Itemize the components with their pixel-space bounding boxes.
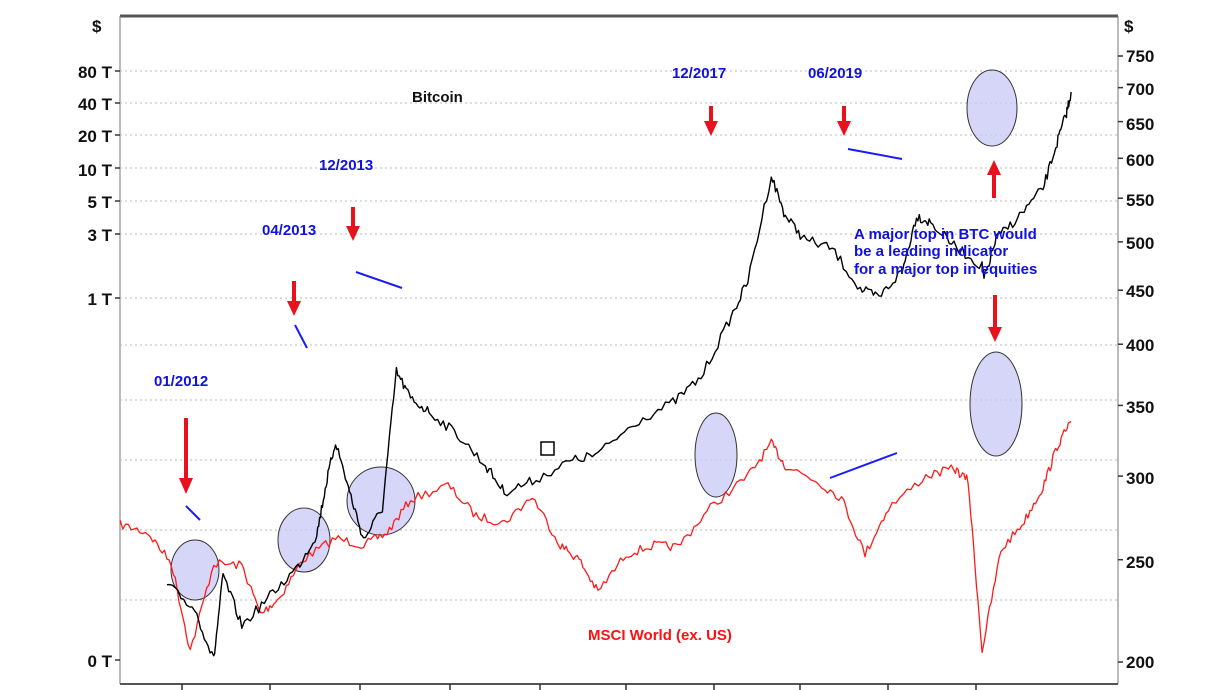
- right-tick-label: 350: [1126, 398, 1154, 417]
- trendline: [829, 452, 898, 479]
- note-line: for a major top in equities: [854, 261, 1037, 278]
- right-tick-label: 550: [1126, 191, 1154, 210]
- left-tick-label: 40 T: [78, 95, 113, 114]
- right-axis-unit-label: $: [1124, 17, 1134, 36]
- highlight-circle: [969, 351, 1023, 457]
- date-label: 04/2013: [262, 222, 316, 239]
- trendline: [294, 324, 308, 349]
- highlight-circles: [170, 69, 1023, 601]
- left-tick-label: 5 T: [87, 193, 112, 212]
- arrow-down-icon: [179, 418, 193, 494]
- left-tick-label: 0 T: [87, 652, 112, 671]
- left-tick-label: 1 T: [87, 290, 112, 309]
- right-tick-label: 700: [1126, 80, 1154, 99]
- note-line: be a leading indicator: [854, 243, 1008, 260]
- bitcoin-label: Bitcoin: [412, 89, 463, 106]
- right-tick-label: 750: [1126, 47, 1154, 66]
- right-tick-label: 650: [1126, 115, 1154, 134]
- date-label: 12/2013: [319, 157, 373, 174]
- left-axis-unit-label: $: [92, 17, 102, 36]
- msci-world-line: [119, 420, 1072, 654]
- trendlines: [185, 148, 903, 521]
- trendline: [185, 505, 201, 521]
- right-tick-label: 200: [1126, 653, 1154, 672]
- date-label: 06/2019: [808, 65, 862, 82]
- axis-ticks: [115, 55, 1123, 690]
- right-tick-label: 600: [1126, 151, 1154, 170]
- highlight-circle: [277, 507, 331, 573]
- highlight-circle: [170, 539, 220, 601]
- right-tick-label: 400: [1126, 336, 1154, 355]
- square-marker: [540, 441, 555, 456]
- right-tick-label: 300: [1126, 469, 1154, 488]
- left-tick-label: 10 T: [78, 161, 113, 180]
- right-tick-label: 450: [1126, 282, 1154, 301]
- arrow-down-icon: [837, 106, 851, 136]
- right-tick-label: 500: [1126, 234, 1154, 253]
- arrow-down-icon: [287, 281, 301, 316]
- left-tick-label: 20 T: [78, 127, 113, 146]
- arrow-down-icon: [704, 106, 718, 136]
- highlight-circle: [346, 466, 416, 536]
- date-label: 12/2017: [672, 65, 726, 82]
- right-tick-label: 250: [1126, 553, 1154, 572]
- trendline: [355, 271, 403, 289]
- msci-label: MSCI World (ex. US): [588, 627, 732, 644]
- date-label: 01/2012: [154, 373, 208, 390]
- note-line: A major top in BTC would: [854, 226, 1037, 243]
- arrow-up-icon: [987, 160, 1001, 198]
- arrows: [179, 106, 1002, 494]
- arrow-down-icon: [988, 295, 1002, 342]
- highlight-circle: [694, 412, 738, 498]
- highlight-circle: [966, 69, 1018, 147]
- left-tick-label: 3 T: [87, 226, 112, 245]
- left-tick-label: 80 T: [78, 63, 113, 82]
- bitcoin-line: [166, 91, 1072, 657]
- arrow-down-icon: [346, 207, 360, 241]
- trendline: [847, 148, 903, 160]
